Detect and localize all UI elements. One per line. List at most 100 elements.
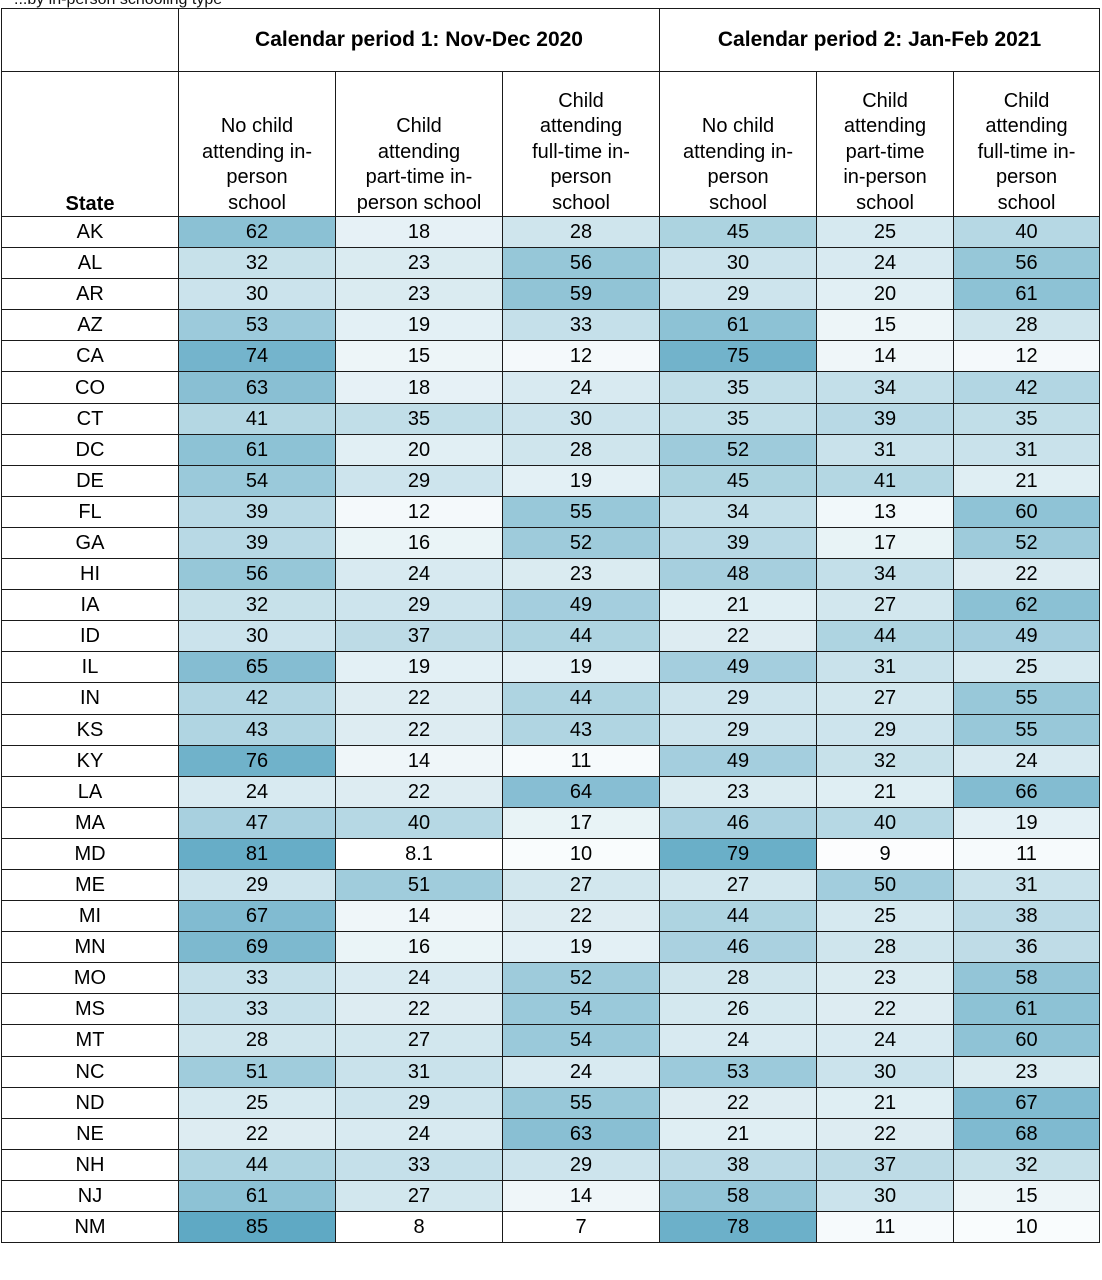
- value-cell: 30: [178, 278, 336, 311]
- value-cell: 25: [178, 1086, 336, 1119]
- column-header-line: person: [226, 166, 288, 189]
- value-cell: 20: [335, 433, 503, 466]
- value-cell: 60: [953, 495, 1101, 528]
- table-row: CA 74 15 12 75 14 12: [1, 340, 1101, 373]
- state-cell: AL: [1, 247, 179, 280]
- table-row: MD 81 8.1 10 79 9 11: [1, 837, 1101, 870]
- period-header-row: Calendar period 1: Nov-Dec 2020 Calendar…: [1, 8, 1101, 72]
- value-cell: 36: [953, 931, 1101, 964]
- value-cell: 14: [501, 1179, 661, 1213]
- value-cell: 30: [659, 247, 818, 280]
- value-cell: 18: [335, 215, 503, 249]
- state-cell: FL: [1, 495, 179, 528]
- value-cell: 25: [953, 651, 1101, 684]
- value-cell: 38: [953, 900, 1101, 933]
- table-row: KY 76 14 11 49 32 24: [1, 744, 1101, 777]
- value-cell: 45: [659, 464, 818, 497]
- value-cell: 60: [953, 1024, 1101, 1057]
- table-row: NJ 61 27 14 58 30 15: [1, 1179, 1101, 1213]
- value-cell: 9: [816, 837, 955, 870]
- value-cell: 22: [816, 993, 955, 1026]
- value-cell: 39: [178, 526, 336, 560]
- state-cell: ME: [1, 868, 179, 902]
- value-cell: 55: [501, 495, 661, 528]
- value-cell: 31: [953, 868, 1101, 902]
- value-cell: 44: [178, 1148, 336, 1181]
- state-cell: ND: [1, 1086, 179, 1119]
- state-cell: MD: [1, 837, 179, 870]
- value-cell: 51: [178, 1055, 336, 1088]
- table-row: AL 32 23 56 30 24 56: [1, 247, 1101, 280]
- value-cell: 23: [335, 278, 503, 311]
- value-cell: 12: [953, 340, 1101, 373]
- value-cell: 13: [816, 495, 955, 528]
- column-header-line: Child: [396, 115, 442, 138]
- value-cell: 37: [816, 1148, 955, 1181]
- column-header-line: full-time in-: [977, 140, 1076, 163]
- value-cell: 25: [816, 215, 955, 249]
- value-cell: 48: [659, 558, 818, 591]
- value-cell: 58: [953, 962, 1101, 995]
- value-cell: 23: [816, 962, 955, 995]
- value-cell: 29: [501, 1148, 661, 1181]
- value-cell: 29: [335, 1086, 503, 1119]
- value-cell: 65: [178, 651, 336, 684]
- value-cell: 78: [659, 1210, 818, 1244]
- column-header-row: State No child attending in-person school …: [1, 71, 1101, 217]
- table-row: ID 30 37 44 22 44 49: [1, 620, 1101, 653]
- value-cell: 7: [501, 1210, 661, 1244]
- state-cell: NM: [1, 1210, 179, 1244]
- value-cell: 53: [659, 1055, 818, 1088]
- value-cell: 34: [659, 495, 818, 528]
- column-header: No child attending in-person school: [659, 71, 818, 217]
- value-cell: 55: [953, 713, 1101, 746]
- state-cell: NC: [1, 1055, 179, 1088]
- state-cell: KY: [1, 744, 179, 777]
- value-cell: 21: [816, 1086, 955, 1119]
- table-body: AK 62 18 28 45 25 40 AL 32 23 56 30 24 56 AR 30 23 59 29 20…: [1, 215, 1101, 1244]
- value-cell: 32: [816, 744, 955, 777]
- table-row: ME 29 51 27 27 50 31: [1, 868, 1101, 902]
- value-cell: 41: [816, 464, 955, 497]
- table-row: NE 22 24 63 21 22 68: [1, 1117, 1101, 1150]
- value-cell: 33: [178, 993, 336, 1026]
- value-cell: 23: [659, 775, 818, 808]
- column-header: Child attending full-time in-person school: [501, 71, 661, 217]
- value-cell: 43: [178, 713, 336, 746]
- value-cell: 39: [178, 495, 336, 528]
- value-cell: 23: [953, 1055, 1101, 1088]
- value-cell: 34: [816, 371, 955, 404]
- caption-text: ...by in-person schooling type: [14, 0, 222, 8]
- value-cell: 49: [501, 589, 661, 622]
- state-cell: NH: [1, 1148, 179, 1181]
- value-cell: 20: [816, 278, 955, 311]
- state-cell: CO: [1, 371, 179, 404]
- state-cell: IL: [1, 651, 179, 684]
- value-cell: 28: [178, 1024, 336, 1057]
- state-cell: DC: [1, 433, 179, 466]
- state-cell: CT: [1, 402, 179, 435]
- value-cell: 33: [335, 1148, 503, 1181]
- value-cell: 63: [501, 1117, 661, 1150]
- value-cell: 64: [501, 775, 661, 808]
- value-cell: 58: [659, 1179, 818, 1213]
- value-cell: 52: [659, 433, 818, 466]
- table-row: MA 47 40 17 46 40 19: [1, 806, 1101, 839]
- value-cell: 8: [335, 1210, 503, 1244]
- column-header-line: Child: [862, 89, 908, 112]
- value-cell: 37: [335, 620, 503, 653]
- value-cell: 51: [335, 868, 503, 902]
- value-cell: 61: [659, 309, 818, 342]
- column-header-line: No child: [701, 115, 775, 138]
- value-cell: 63: [178, 371, 336, 404]
- value-cell: 38: [659, 1148, 818, 1181]
- table-row: AR 30 23 59 29 20 61: [1, 278, 1101, 311]
- column-header-line: attending in-: [682, 140, 794, 163]
- value-cell: 24: [816, 247, 955, 280]
- table-row: MO 33 24 52 28 23 58: [1, 962, 1101, 995]
- value-cell: 24: [659, 1024, 818, 1057]
- value-cell: 12: [335, 495, 503, 528]
- column-header-line: person: [995, 166, 1058, 189]
- value-cell: 46: [659, 931, 818, 964]
- column-header-line: attending: [843, 115, 927, 138]
